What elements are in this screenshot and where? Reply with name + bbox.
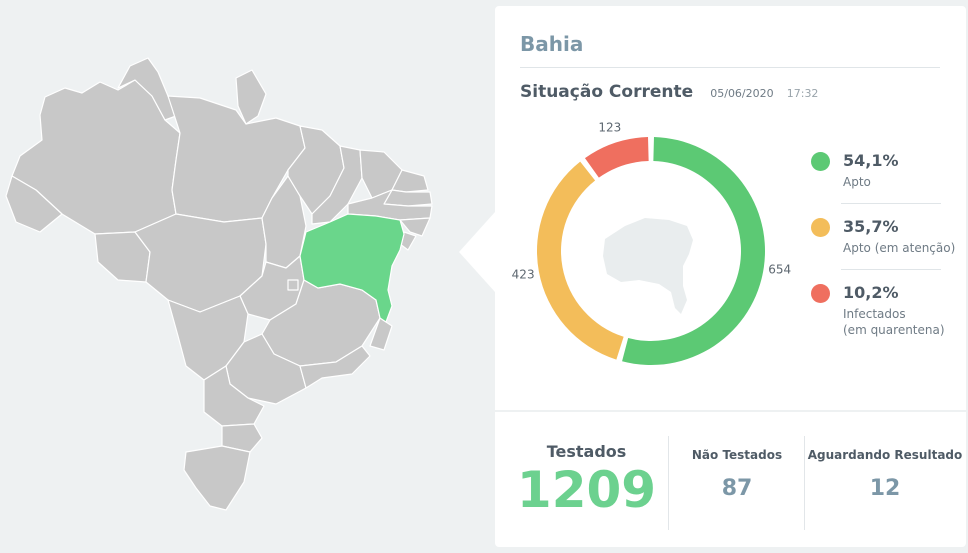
stats-divider xyxy=(804,436,805,530)
status-donut-chart: 654 423 123 xyxy=(512,121,791,365)
tested-label: Testados xyxy=(546,442,627,461)
legend-dot-yellow xyxy=(811,218,830,237)
bahia-silhouette xyxy=(603,218,693,314)
legend-dot-green xyxy=(811,152,830,171)
state-santa-catarina[interactable] xyxy=(221,423,263,453)
legend-percent-atencao: 35,7% xyxy=(843,217,899,236)
state-rio-de-janeiro[interactable] xyxy=(299,345,371,389)
legend-item-apto: 54,1% Apto xyxy=(811,150,941,190)
tested-value: 1209 xyxy=(516,461,657,519)
awaiting-value: 12 xyxy=(869,476,901,501)
legend-percent-infectados: 10,2% xyxy=(843,283,899,302)
state-para[interactable] xyxy=(167,95,306,223)
panel-pointer xyxy=(459,212,495,292)
status-time: 17:32 xyxy=(786,87,819,100)
brazil-states[interactable] xyxy=(5,57,433,511)
stat-not-tested: Não Testados 87 xyxy=(673,448,801,501)
awaiting-label: Aguardando Resultado xyxy=(807,448,963,462)
state-bahia-highlighted[interactable] xyxy=(299,213,405,323)
state-alagoas[interactable] xyxy=(399,217,431,237)
donut-value-label: 423 xyxy=(512,267,535,281)
status-header: Situação Corrente 05/06/2020 17:32 xyxy=(520,82,818,102)
status-title: Situação Corrente xyxy=(520,82,694,102)
stat-awaiting: Aguardando Resultado 12 xyxy=(807,448,963,501)
donut-slice-apto[interactable] xyxy=(622,137,766,365)
legend-label-infectados-sub: (em quarentena) xyxy=(843,323,945,337)
not-tested-label: Não Testados xyxy=(691,448,783,462)
not-tested-value: 87 xyxy=(721,476,753,501)
legend-divider xyxy=(841,203,941,204)
status-date: 05/06/2020 xyxy=(710,87,774,100)
state-espirito-santo[interactable] xyxy=(369,317,393,351)
state-rn[interactable] xyxy=(391,169,429,193)
legend-percent-apto: 54,1% xyxy=(843,151,899,170)
state-panel: Bahia Situação Corrente 05/06/2020 17:32… xyxy=(495,6,966,547)
legend-label-infectados: Infectados xyxy=(843,307,906,321)
stat-tested: Testados 1209 xyxy=(509,442,664,519)
stats-section: Testados 1209 Não Testados 87 Aguardando… xyxy=(495,410,966,549)
state-amapa[interactable] xyxy=(235,69,267,125)
legend-item-atencao: 35,7% Apto (em atenção) xyxy=(811,216,956,256)
legend-label-apto: Apto xyxy=(843,175,871,189)
donut-slice-infectados[interactable] xyxy=(584,137,649,178)
brazil-map xyxy=(0,0,480,553)
legend-dot-red xyxy=(811,284,830,303)
state-title: Bahia xyxy=(520,32,584,56)
state-rio-grande-do-sul[interactable] xyxy=(183,445,251,511)
chart-legend: 54,1% Apto 35,7% Apto (em atenção) 10,2%… xyxy=(811,150,956,338)
donut-value-label: 123 xyxy=(598,121,621,135)
donut-slice-atencao[interactable] xyxy=(537,161,624,360)
legend-item-infectados: 10,2% Infectados (em quarentena) xyxy=(811,282,945,338)
state-tocantins[interactable] xyxy=(261,175,307,269)
legend-label-atencao: Apto (em atenção) xyxy=(843,241,956,255)
donut-value-label: 654 xyxy=(768,262,791,276)
legend-divider xyxy=(841,269,941,270)
state-parana[interactable] xyxy=(203,365,265,427)
title-divider xyxy=(520,67,940,68)
stats-divider xyxy=(668,436,669,530)
state-df[interactable] xyxy=(287,279,299,291)
state-acre[interactable] xyxy=(5,175,63,233)
